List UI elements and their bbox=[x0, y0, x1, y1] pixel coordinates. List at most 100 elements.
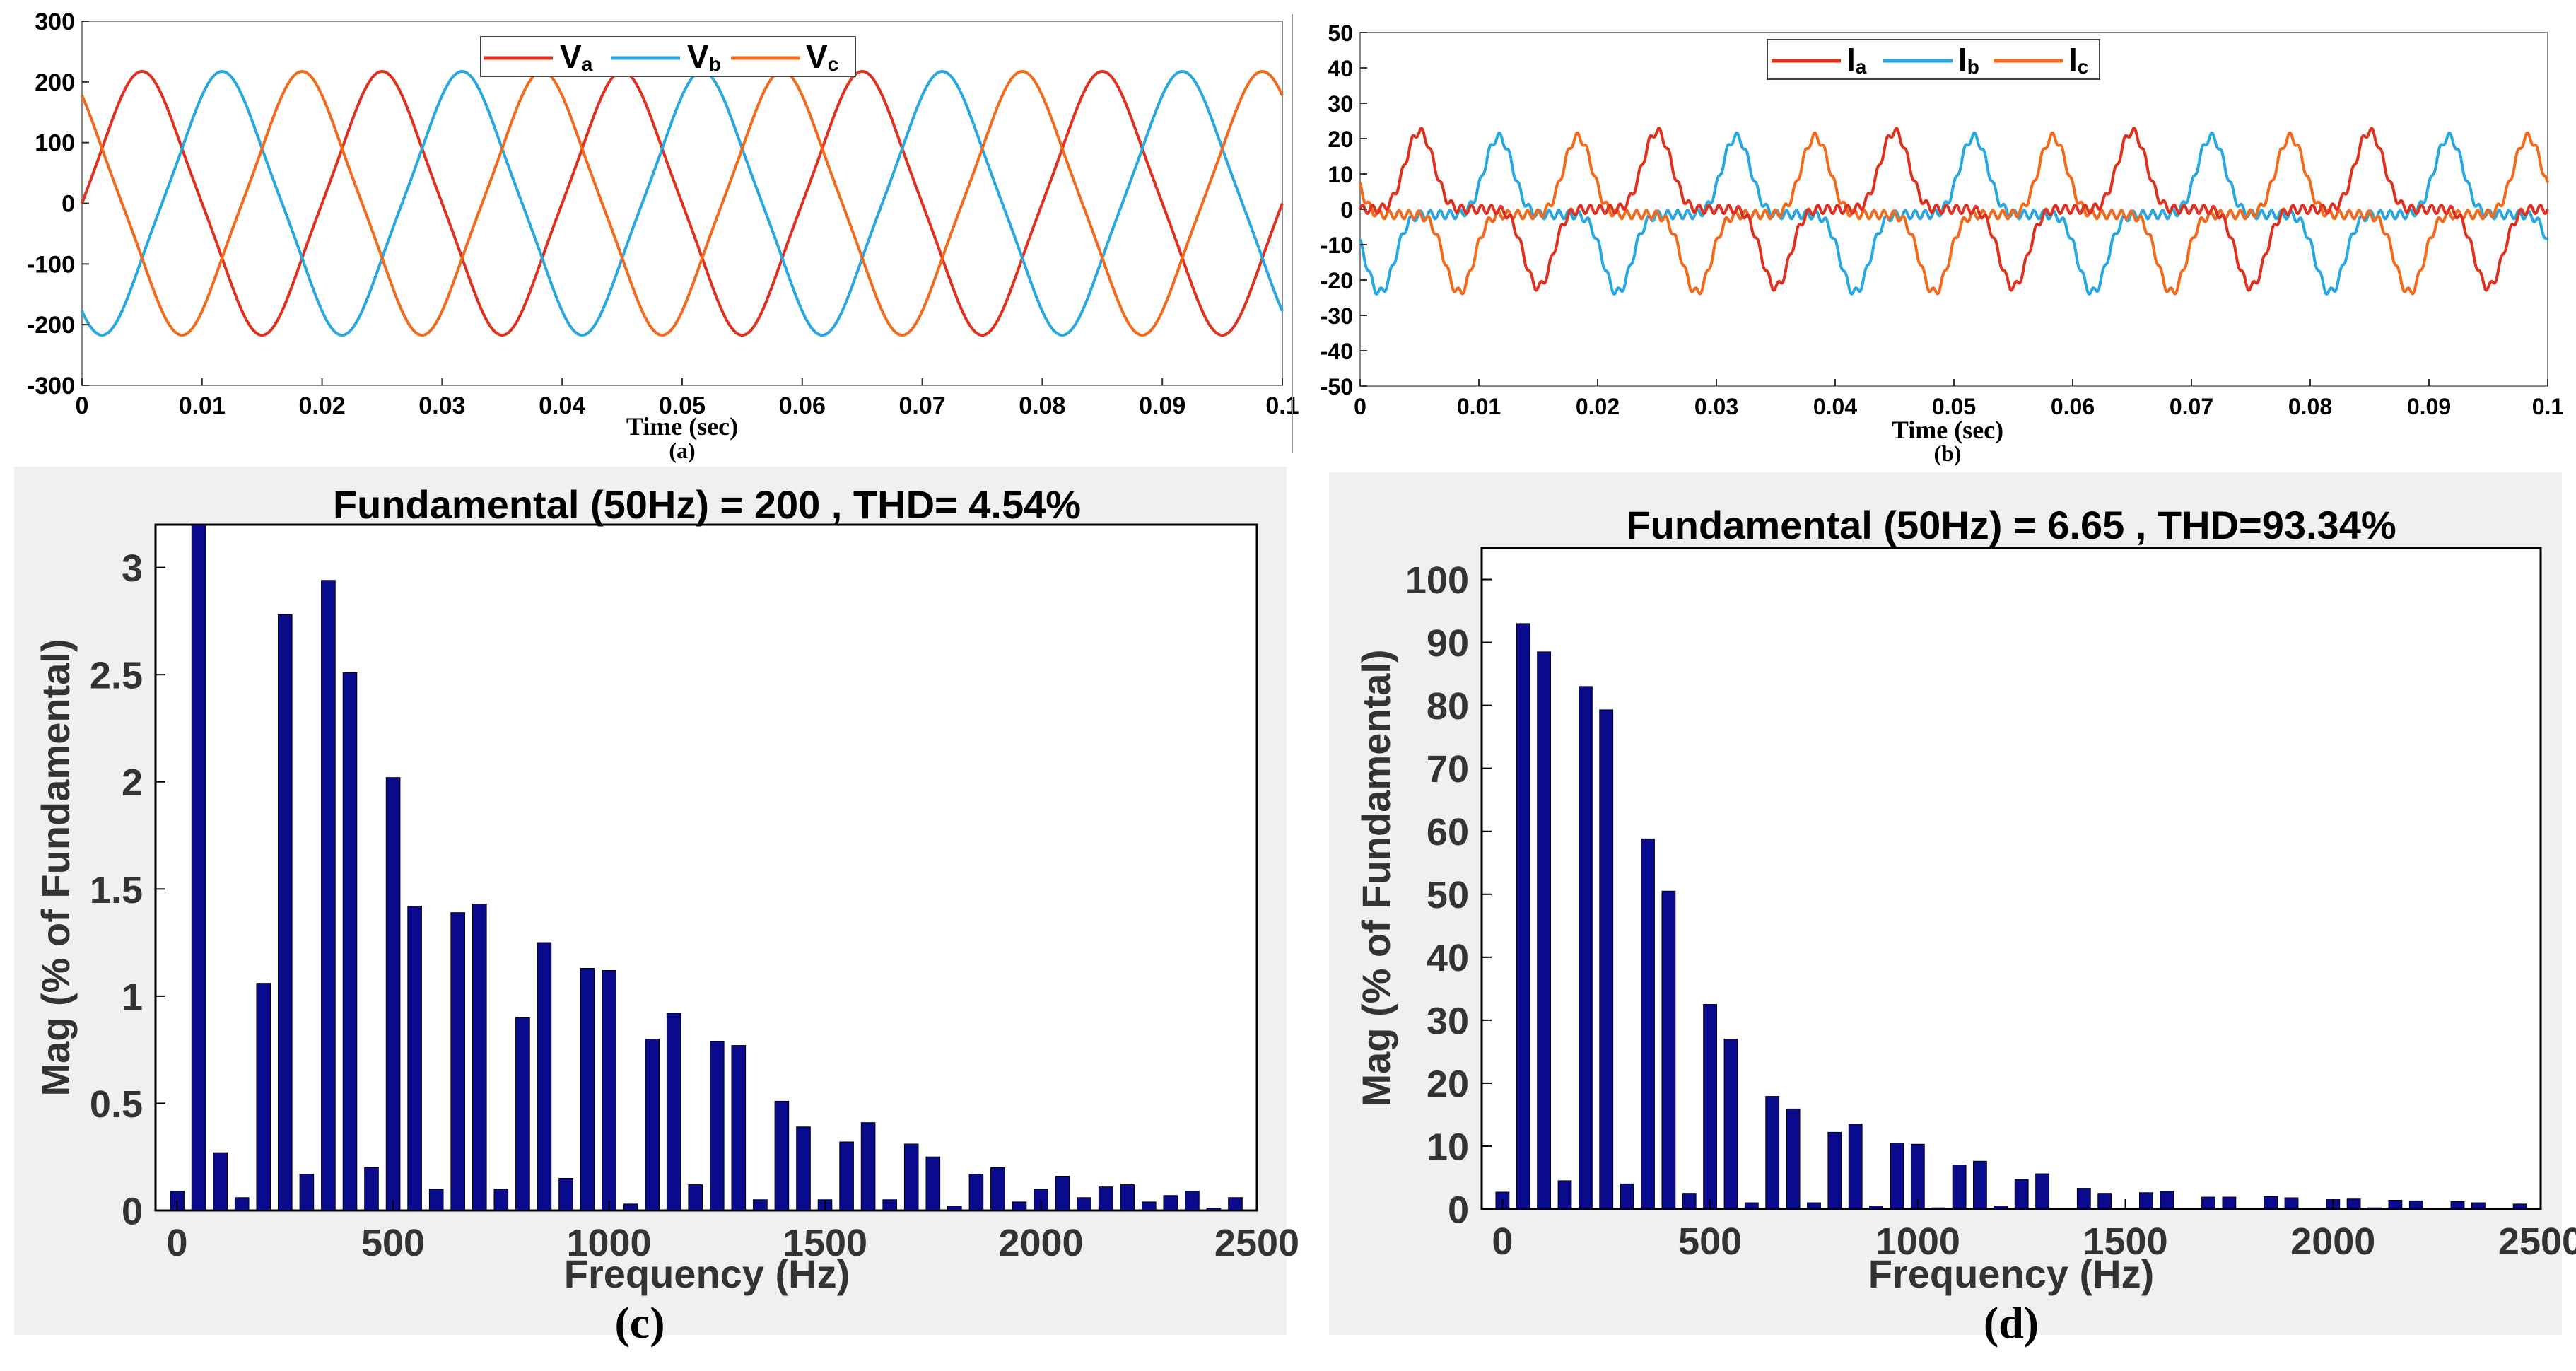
chart-d-caption: (d) bbox=[1984, 1297, 2039, 1348]
chart-a-ytick: -200 bbox=[27, 312, 75, 339]
series-line-ib bbox=[1359, 131, 2549, 296]
bar-1900hz bbox=[2284, 1197, 2299, 1210]
bar-1650hz bbox=[2180, 1208, 2195, 1210]
bar-2100hz bbox=[1077, 1197, 1091, 1211]
bar-500hz bbox=[385, 777, 401, 1211]
chart-b-xlabel: Time (sec) bbox=[1892, 416, 2003, 444]
chart-c-ytick: 1 bbox=[122, 976, 143, 1018]
chart-b-ytick: -40 bbox=[1321, 339, 1353, 364]
bar-1050hz bbox=[1931, 1207, 1946, 1210]
bar-600hz bbox=[428, 1189, 444, 1211]
bar-2050hz bbox=[2346, 1198, 2361, 1210]
chart-b-ytick: 0 bbox=[1340, 197, 1353, 223]
chart-a-xtick: 0.07 bbox=[899, 392, 946, 419]
bar-350hz bbox=[321, 580, 336, 1211]
bar-1850hz bbox=[968, 1174, 984, 1211]
chart-b-xtick: 0.08 bbox=[2288, 394, 2332, 419]
series-line-vc bbox=[81, 70, 1284, 337]
bar-1700hz bbox=[903, 1143, 919, 1211]
chart-b-xtick: 0.05 bbox=[1932, 394, 1976, 419]
bar-850hz bbox=[537, 942, 552, 1211]
bar-1150hz bbox=[666, 1013, 681, 1211]
chart-b-xtick: 0.03 bbox=[1694, 394, 1738, 419]
chart-a-ytick: 100 bbox=[35, 130, 75, 157]
bar-200hz bbox=[256, 983, 271, 1211]
bar-2150hz bbox=[1098, 1186, 1113, 1211]
bar-450hz bbox=[1682, 1193, 1697, 1210]
chart-c-xtick: 1000 bbox=[566, 1222, 651, 1264]
bar-1550hz bbox=[2139, 1192, 2153, 1210]
chart-d-ytick: 90 bbox=[1427, 622, 1469, 665]
bar-1400hz bbox=[2076, 1188, 2091, 1210]
bar-1300hz bbox=[2035, 1173, 2049, 1210]
chart-b-ytick: -10 bbox=[1321, 233, 1353, 258]
chart-d-ylabel: Mag (% of Fundamental) bbox=[1354, 649, 1398, 1107]
chart-c-xtick: 500 bbox=[361, 1222, 425, 1264]
chart-d-xtick: 2000 bbox=[2290, 1220, 2375, 1263]
bar-1350hz bbox=[2056, 1208, 2071, 1210]
bar-50hz bbox=[191, 524, 206, 1211]
bar-900hz bbox=[1869, 1206, 1883, 1210]
chart-d-ytick: 100 bbox=[1405, 559, 1469, 602]
legend-label-va: Va bbox=[560, 38, 593, 75]
chart-a-xtick: 0.01 bbox=[179, 392, 226, 419]
bar-1750hz bbox=[925, 1156, 941, 1211]
chart-d-ytick: 70 bbox=[1427, 748, 1469, 790]
chart-b-xtick: 0.06 bbox=[2051, 394, 2095, 419]
bar-150hz bbox=[234, 1197, 250, 1211]
chart-a-ytick: 0 bbox=[62, 191, 75, 218]
chart-a-xtick: 0.1 bbox=[1265, 392, 1299, 419]
legend-label-vb: Vb bbox=[687, 38, 721, 75]
chart-d-ytick: 0 bbox=[1448, 1189, 1469, 1231]
legend-label-vc: Vc bbox=[806, 38, 838, 75]
bar-1600hz bbox=[860, 1122, 876, 1211]
bar-250hz bbox=[1599, 709, 1614, 1210]
bar-450hz bbox=[364, 1167, 379, 1211]
chart-b-xtick: 0.04 bbox=[1813, 394, 1857, 419]
chart-d-title: Fundamental (50Hz) = 6.65 , THD=93.34% bbox=[1626, 503, 2396, 547]
chart-d-ytick: 40 bbox=[1427, 937, 1469, 979]
chart-a-xtick: 0.05 bbox=[659, 392, 706, 419]
chart-d-ytick: 80 bbox=[1427, 685, 1469, 728]
series-line-ia bbox=[1359, 127, 2549, 292]
chart-c-ytick: 1.5 bbox=[90, 869, 143, 911]
chart-c-xtick: 0 bbox=[167, 1222, 188, 1264]
bar-2200hz bbox=[1120, 1184, 1135, 1211]
bar-700hz bbox=[472, 904, 487, 1211]
bar-400hz bbox=[342, 672, 358, 1211]
bar-1250hz bbox=[2014, 1179, 2029, 1210]
chart-b-ytick: -50 bbox=[1321, 374, 1353, 399]
bar-2050hz bbox=[1055, 1176, 1070, 1211]
chart-c-title: Fundamental (50Hz) = 200 , THD= 4.54% bbox=[333, 482, 1081, 527]
chart-c-xtick: 2000 bbox=[998, 1222, 1083, 1264]
bar-2300hz bbox=[1163, 1195, 1178, 1211]
bar-300hz bbox=[299, 1174, 315, 1211]
chart-a-legend: Va Vb Vc bbox=[480, 36, 856, 77]
bar-2350hz bbox=[1185, 1191, 1200, 1211]
bar-800hz bbox=[515, 1017, 530, 1211]
bar-2150hz bbox=[2388, 1200, 2403, 1210]
chart-b-legend: Ia Ib Ic bbox=[1767, 39, 2100, 80]
bar-1800hz bbox=[947, 1206, 962, 1211]
chart-d-ytick: 20 bbox=[1427, 1063, 1469, 1105]
chart-d-ytick: 10 bbox=[1427, 1126, 1469, 1168]
bar-500hz bbox=[1703, 1004, 1717, 1210]
chart-d-xtick: 2500 bbox=[2498, 1220, 2576, 1263]
bar-1200hz bbox=[688, 1184, 703, 1211]
chart-d-current-fft: Fundamental (50Hz) = 6.65 , THD=93.34% 0… bbox=[1329, 472, 2576, 1348]
bar-2400hz bbox=[1206, 1208, 1222, 1211]
chart-c-xlabel: Frequency (Hz) bbox=[564, 1252, 850, 1296]
chart-a-xtick: 0.02 bbox=[299, 392, 346, 419]
chart-b-current: 50 40 30 20 10 0 -10 -20 -30 -40 -50 0 0.01 0.02 0.03… bbox=[1321, 21, 2563, 466]
chart-b-xtick: 0.02 bbox=[1576, 394, 1620, 419]
bar-350hz bbox=[1641, 838, 1655, 1210]
bar-250hz bbox=[278, 614, 293, 1211]
chart-a-xlabel: Time (sec) bbox=[626, 412, 738, 441]
chart-d-xtick: 500 bbox=[1678, 1220, 1742, 1263]
chart-d-xtick: 1500 bbox=[2083, 1220, 2167, 1263]
bar-100hz bbox=[213, 1152, 228, 1211]
chart-a-xtick: 0.04 bbox=[539, 392, 585, 419]
chart-a-caption: (a) bbox=[669, 438, 695, 463]
chart-b-ytick: -30 bbox=[1321, 303, 1353, 329]
bar-1150hz bbox=[1973, 1160, 1987, 1210]
